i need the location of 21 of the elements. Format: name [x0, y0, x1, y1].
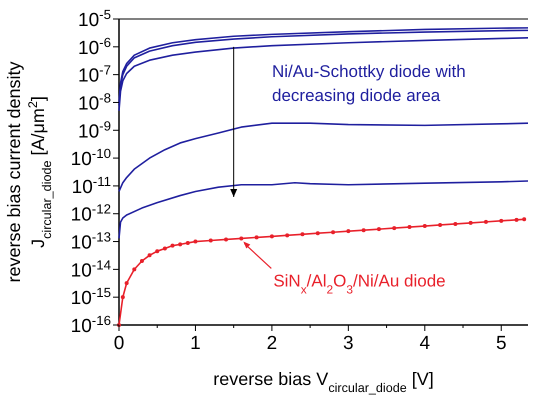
y-tick-label: 10$^{-15}$ [70, 284, 111, 310]
x-tick-label: 3 [343, 333, 354, 354]
y-tick-label: 10$^{-7}$ [78, 62, 111, 87]
annotation: SiN$_{x}$/Al$_{2}$O$_{3}$/Ni/Au diode [273, 271, 446, 296]
y-tick-label: 10$^{-10}$ [70, 146, 111, 170]
y-tick-label: 10$^{-9}$ [78, 118, 111, 142]
x-axis-title: reverse bias V$_{circular_diode}$ [V] [213, 369, 434, 395]
annotation: Ni/Au-Schottky diode with decreasing diode area [272, 62, 466, 105]
x-tick-label: 4 [420, 333, 431, 354]
x-tick-label: 5 [496, 333, 507, 354]
x-tick-label: 2 [266, 333, 278, 354]
y-tick-label: 10$^{-16}$ [70, 312, 111, 337]
x-tick-label: 0 [114, 333, 124, 354]
y-tick-label: 10$^{-12}$ [70, 201, 111, 226]
y-tick-label: 10$^{-6}$ [78, 34, 111, 59]
y-tick-label: 10$^{-5}$ [78, 6, 111, 31]
y-tick-label: 10$^{-11}$ [72, 173, 111, 198]
y-tick-label: 10$^{-14}$ [70, 256, 111, 282]
x-tick-label: 1 [190, 333, 201, 354]
y-tick-label: 10$^{-13}$ [70, 229, 111, 254]
y-tick-label: 10$^{-8}$ [78, 90, 111, 114]
